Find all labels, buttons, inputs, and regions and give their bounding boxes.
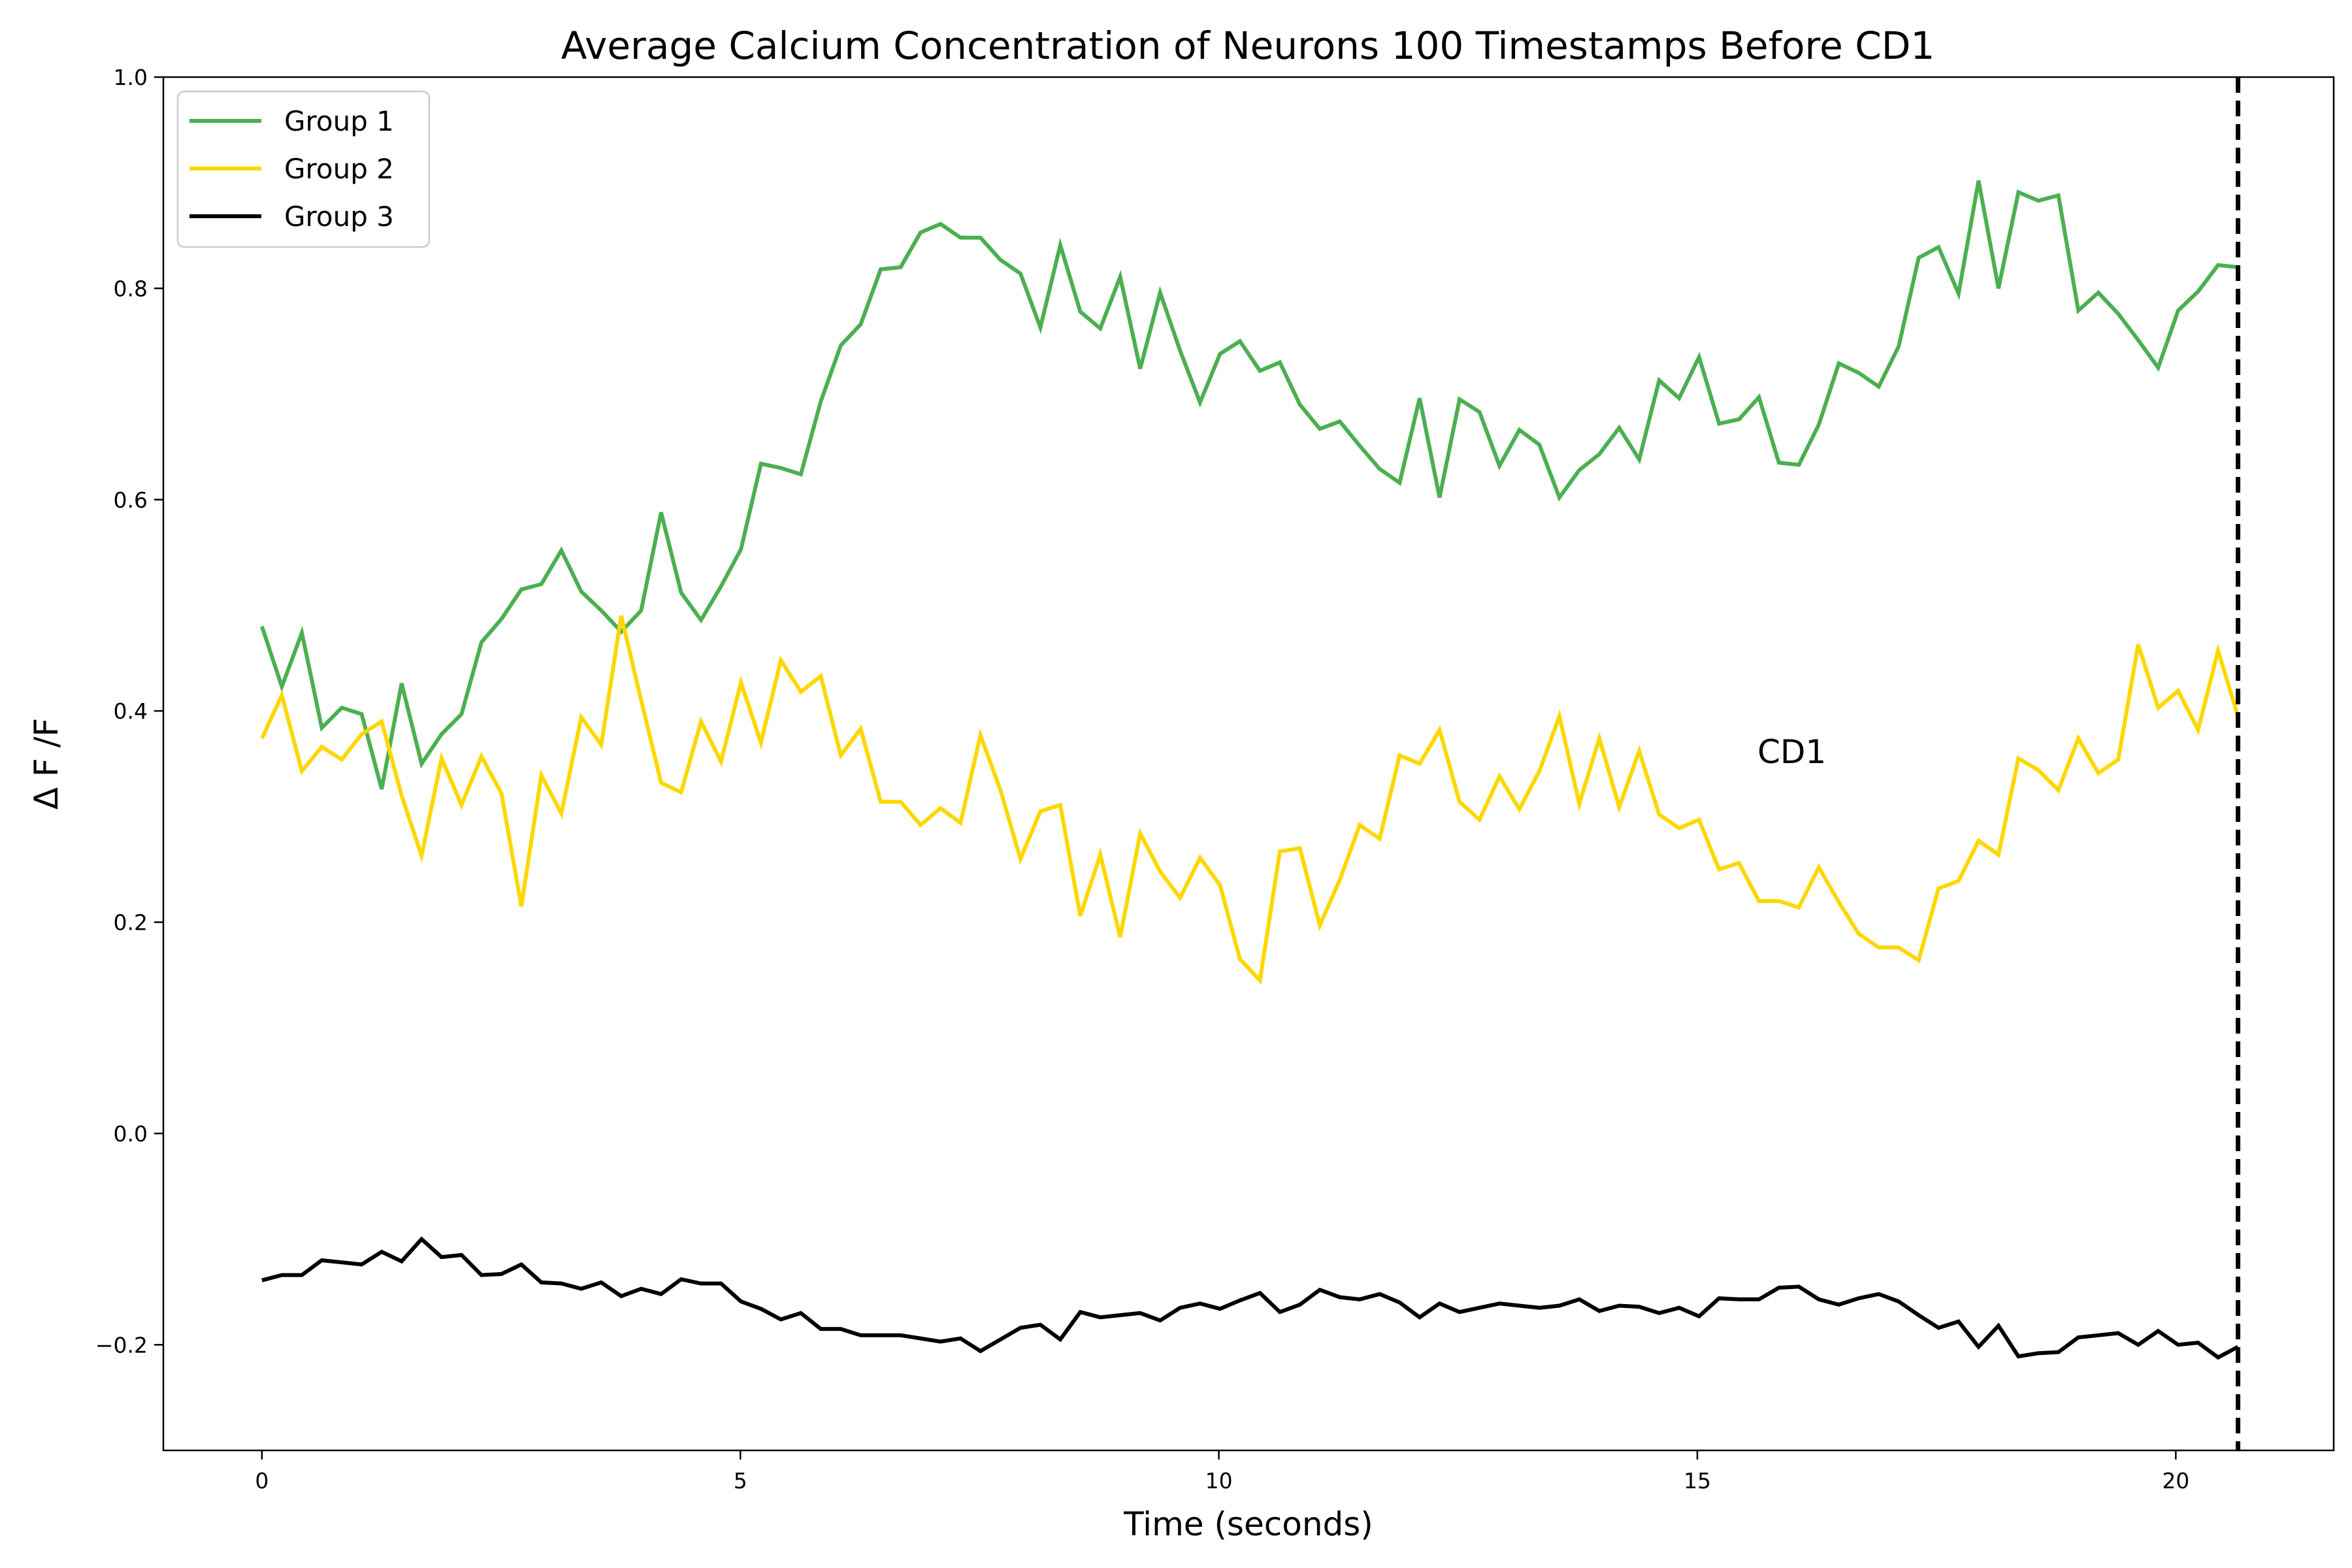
y-axis: −0.2 0.0 0.2 0.4 0.6 0.8 1.0	[95, 65, 163, 1358]
cd1-annotation: CD1	[1757, 733, 1826, 771]
y-tick-label: 0.4	[114, 698, 148, 724]
legend-label-group-2: Group 2	[284, 153, 394, 185]
y-axis-label: Δ F /F	[27, 718, 65, 809]
y-tick-label: 0.2	[114, 910, 148, 936]
legend: Group 1 Group 2 Group 3	[176, 90, 431, 248]
legend-box	[176, 90, 431, 248]
y-tick-label: −0.2	[95, 1332, 148, 1358]
series-line-group-2	[260, 615, 2240, 985]
y-tick-label: 1.0	[114, 65, 148, 90]
legend-label-group-3: Group 3	[284, 201, 394, 233]
legend-label-group-1: Group 1	[284, 105, 394, 137]
x-tick-label: 15	[1684, 1468, 1711, 1494]
series-line-group-1	[260, 180, 2238, 790]
y-tick-label: 0.0	[114, 1121, 148, 1147]
plot-frame	[162, 76, 2335, 1452]
x-axis: 0 5 10 15 20	[255, 1450, 2189, 1494]
series-line-group-3	[261, 1236, 2239, 1360]
y-tick-label: 0.8	[114, 276, 148, 301]
x-tick-label: 20	[2162, 1468, 2189, 1494]
x-axis-label: Time (seconds)	[1123, 1505, 1373, 1543]
x-tick-label: 10	[1205, 1468, 1233, 1494]
y-tick-label: 0.6	[114, 487, 148, 513]
x-tick-label: 5	[734, 1468, 747, 1494]
series-layer	[260, 180, 2240, 1360]
chart-title: Average Calcium Concentration of Neurons…	[561, 24, 1935, 68]
x-tick-label: 0	[255, 1468, 269, 1494]
